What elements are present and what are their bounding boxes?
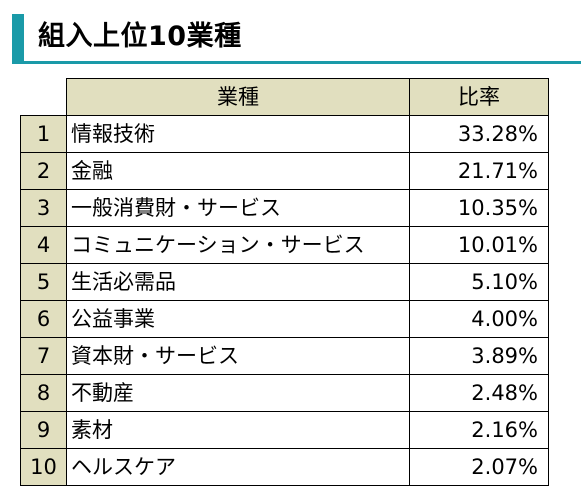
rank-header-cell: [20, 78, 67, 116]
sector-cell: 素材: [66, 411, 410, 449]
rank-cell: 6: [20, 300, 67, 338]
ratio-cell: 33.28%: [409, 115, 549, 153]
page-title: 組入上位10業種: [38, 21, 242, 52]
top-sectors-table: 業種 比率 1 情報技術 33.28% 2 金融 21.71% 3 一般消費財・…: [20, 78, 549, 486]
sector-column-header: 業種: [66, 78, 410, 116]
sector-cell: 不動産: [66, 374, 410, 412]
table-row: 3 一般消費財・サービス 10.35%: [20, 189, 549, 227]
rank-cell: 7: [20, 337, 67, 375]
sector-cell: 資本財・サービス: [66, 337, 410, 375]
rank-cell: 8: [20, 374, 67, 412]
table-row: 9 素材 2.16%: [20, 411, 549, 449]
ratio-cell: 2.48%: [409, 374, 549, 412]
header-underline: [12, 61, 581, 64]
rank-cell: 1: [20, 115, 67, 153]
sector-cell: 金融: [66, 152, 410, 190]
ratio-cell: 21.71%: [409, 152, 549, 190]
table-row: 2 金融 21.71%: [20, 152, 549, 190]
table-row: 4 コミュニケーション・サービス 10.01%: [20, 226, 549, 264]
ratio-cell: 5.10%: [409, 263, 549, 301]
header-accent-bar: [12, 14, 24, 62]
sector-cell: 公益事業: [66, 300, 410, 338]
table-row: 6 公益事業 4.00%: [20, 300, 549, 338]
rank-cell: 5: [20, 263, 67, 301]
ratio-column-header: 比率: [409, 78, 549, 116]
ratio-cell: 10.35%: [409, 189, 549, 227]
sector-cell: 生活必需品: [66, 263, 410, 301]
rank-cell: 4: [20, 226, 67, 264]
sector-cell: 一般消費財・サービス: [66, 189, 410, 227]
sector-cell: コミュニケーション・サービス: [66, 226, 410, 264]
ratio-cell: 10.01%: [409, 226, 549, 264]
table-row: 7 資本財・サービス 3.89%: [20, 337, 549, 375]
rank-cell: 3: [20, 189, 67, 227]
ratio-cell: 3.89%: [409, 337, 549, 375]
table-row: 1 情報技術 33.28%: [20, 115, 549, 153]
rank-cell: 2: [20, 152, 67, 190]
ratio-cell: 4.00%: [409, 300, 549, 338]
sector-cell: ヘルスケア: [66, 448, 410, 486]
table-row: 10 ヘルスケア 2.07%: [20, 448, 549, 486]
section-header: 組入上位10業種: [12, 14, 581, 64]
rank-cell: 10: [20, 448, 67, 486]
sector-cell: 情報技術: [66, 115, 410, 153]
ratio-cell: 2.07%: [409, 448, 549, 486]
table-header-row: 業種 比率: [20, 78, 549, 116]
table-row: 5 生活必需品 5.10%: [20, 263, 549, 301]
rank-cell: 9: [20, 411, 67, 449]
ratio-cell: 2.16%: [409, 411, 549, 449]
table-row: 8 不動産 2.48%: [20, 374, 549, 412]
